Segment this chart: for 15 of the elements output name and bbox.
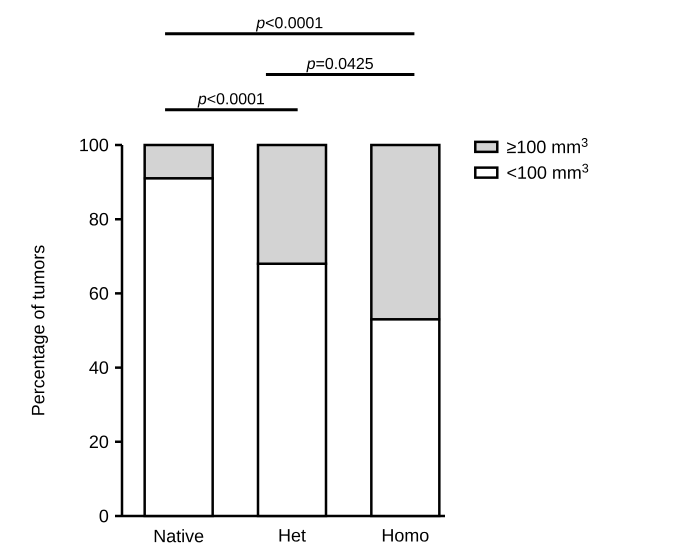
y-tick-label: 20 (90, 435, 108, 448)
x-tick-label: Native (154, 529, 204, 542)
x-tick-label: Het (280, 529, 306, 542)
x-tick-label: Homo (382, 529, 428, 542)
legend-label: <100 mm$^{3}$ (507, 164, 588, 179)
y-tick-label: 0 (100, 510, 108, 522)
legend-label: ≥100 mm$^{3}$ (507, 138, 588, 154)
y-tick-label: 80 (90, 212, 108, 226)
text: p<0.0001 (256, 17, 322, 32)
text: p=0.0425 (306, 58, 373, 72)
y-tick-label: 40 (89, 361, 108, 374)
text: p<0.0001 (198, 93, 264, 108)
y-tick-label: 60 (90, 287, 108, 300)
y-axis-title: Percentage of tumors (31, 245, 48, 415)
y-tick-label: 100 (80, 138, 108, 152)
